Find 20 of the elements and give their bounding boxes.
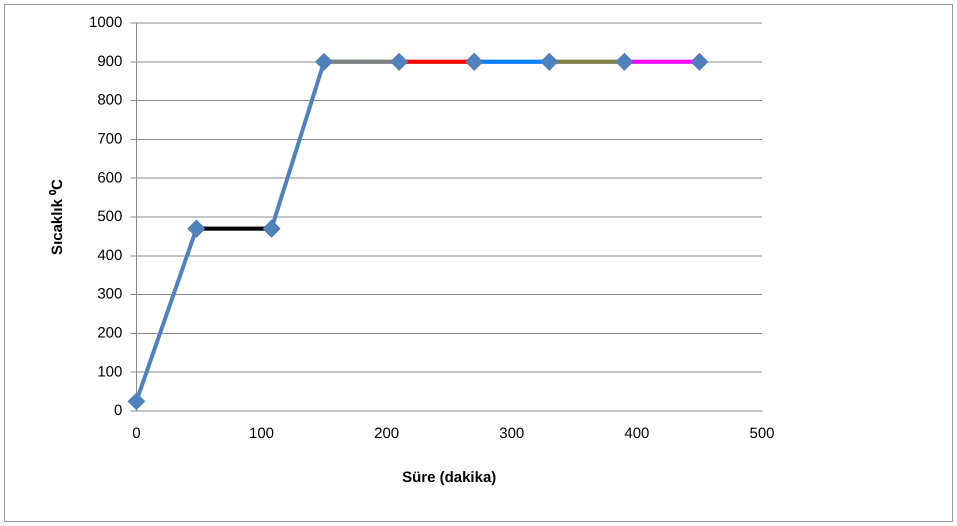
y-tick-label: 600 [97,169,122,186]
y-axis-title: Sıcaklık ⁰C [48,178,66,255]
y-tick-label: 0 [114,402,122,420]
x-tick-label: 400 [624,425,650,442]
y-tick-label: 100 [97,363,122,380]
y-tick-label: 1000 [88,14,122,32]
point [128,393,144,410]
y-tick-label: 900 [97,52,122,70]
x-tick-label: 300 [499,425,524,442]
x-tick-label: 500 [749,425,775,442]
y-tick-label: 200 [97,324,122,342]
x-axis-title: Süre (dakika) [402,469,496,486]
y-tick-label: 400 [97,246,122,264]
x-tick-label: 100 [248,425,274,442]
x-tick-label: 200 [374,425,400,442]
x-tick-label: 0 [132,425,141,442]
y-tick-label: 500 [97,208,122,226]
y-tick-label: 800 [97,92,122,109]
y-tick-label: 700 [97,130,122,148]
y-tick-label: 300 [97,286,122,303]
